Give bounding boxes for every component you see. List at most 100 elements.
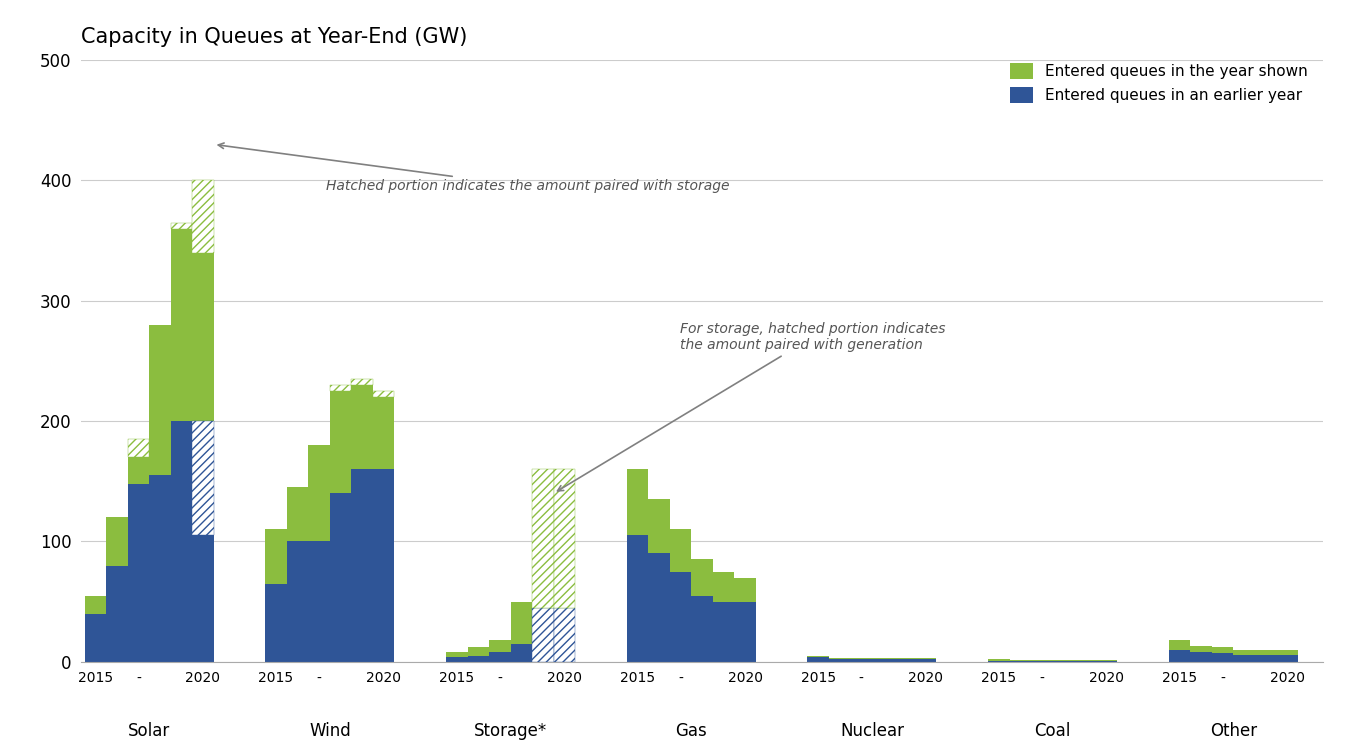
Bar bbox=[308, 445, 329, 541]
Bar bbox=[713, 572, 734, 602]
Bar bbox=[1234, 650, 1256, 654]
Bar bbox=[648, 553, 670, 662]
Bar bbox=[915, 658, 937, 660]
Bar bbox=[1276, 654, 1297, 662]
Bar bbox=[192, 180, 213, 253]
Bar bbox=[829, 658, 850, 660]
Bar bbox=[713, 602, 734, 662]
Bar bbox=[510, 644, 532, 662]
Bar bbox=[170, 223, 192, 229]
Text: Wind: Wind bbox=[309, 722, 351, 740]
Text: Solar: Solar bbox=[128, 722, 170, 740]
Bar bbox=[554, 608, 575, 662]
Bar bbox=[554, 469, 575, 608]
Legend: Entered queues in the year shown, Entered queues in an earlier year: Entered queues in the year shown, Entere… bbox=[1002, 56, 1315, 111]
Bar bbox=[894, 660, 915, 662]
Bar bbox=[128, 484, 148, 662]
Bar bbox=[329, 385, 351, 391]
Bar bbox=[1234, 654, 1256, 662]
Bar bbox=[734, 578, 756, 602]
Bar bbox=[894, 658, 915, 660]
Bar bbox=[626, 535, 648, 662]
Bar bbox=[510, 602, 532, 644]
Bar bbox=[1276, 650, 1297, 654]
Bar bbox=[554, 469, 575, 608]
Bar bbox=[489, 652, 510, 662]
Bar bbox=[329, 385, 351, 493]
Bar bbox=[807, 656, 829, 657]
Bar bbox=[286, 541, 308, 662]
Bar bbox=[170, 421, 192, 662]
Bar bbox=[1031, 660, 1053, 662]
Text: Gas: Gas bbox=[675, 722, 707, 740]
Bar bbox=[1256, 654, 1276, 662]
Bar bbox=[872, 660, 894, 662]
Bar bbox=[532, 469, 553, 608]
Bar bbox=[829, 660, 850, 662]
Bar bbox=[850, 660, 872, 662]
Bar bbox=[128, 439, 148, 484]
Bar bbox=[170, 223, 192, 421]
Bar bbox=[1212, 653, 1234, 662]
Bar bbox=[351, 379, 373, 385]
Bar bbox=[734, 602, 756, 662]
Bar bbox=[467, 647, 489, 656]
Bar bbox=[691, 596, 713, 662]
Bar bbox=[192, 180, 213, 421]
Bar bbox=[807, 657, 829, 662]
Bar bbox=[1212, 647, 1234, 653]
Bar bbox=[351, 469, 373, 662]
Bar bbox=[1053, 660, 1075, 662]
Bar bbox=[532, 469, 553, 608]
Bar bbox=[915, 660, 937, 662]
Bar bbox=[85, 614, 107, 662]
Text: Nuclear: Nuclear bbox=[840, 722, 905, 740]
Bar bbox=[554, 608, 575, 662]
Bar bbox=[1075, 660, 1096, 662]
Bar bbox=[1010, 660, 1031, 662]
Bar bbox=[1169, 640, 1191, 650]
Bar bbox=[1256, 650, 1276, 654]
Bar bbox=[351, 379, 373, 469]
Bar bbox=[329, 493, 351, 662]
Bar bbox=[648, 499, 670, 553]
Bar bbox=[85, 596, 107, 614]
Bar bbox=[446, 652, 467, 657]
Bar bbox=[1191, 652, 1212, 662]
Bar bbox=[850, 658, 872, 660]
Bar bbox=[266, 529, 286, 584]
Bar bbox=[373, 469, 394, 662]
Bar bbox=[373, 391, 394, 469]
Bar bbox=[489, 640, 510, 652]
Bar bbox=[691, 559, 713, 596]
Bar bbox=[670, 572, 691, 662]
Bar bbox=[128, 439, 148, 457]
Text: For storage, hatched portion indicates
the amount paired with generation: For storage, hatched portion indicates t… bbox=[558, 322, 946, 491]
Text: Hatched portion indicates the amount paired with storage: Hatched portion indicates the amount pai… bbox=[219, 143, 730, 193]
Text: Capacity in Queues at Year-End (GW): Capacity in Queues at Year-End (GW) bbox=[81, 28, 467, 47]
Text: Other: Other bbox=[1210, 722, 1257, 740]
Bar bbox=[1096, 660, 1118, 662]
Bar bbox=[1169, 650, 1191, 662]
Bar bbox=[626, 469, 648, 535]
Bar bbox=[670, 529, 691, 572]
Bar bbox=[872, 658, 894, 660]
Bar bbox=[373, 391, 394, 397]
Bar bbox=[107, 517, 128, 566]
Bar bbox=[1191, 646, 1212, 652]
Bar bbox=[467, 656, 489, 662]
Bar bbox=[286, 487, 308, 541]
Bar bbox=[148, 475, 170, 662]
Bar bbox=[308, 541, 329, 662]
Bar bbox=[192, 421, 213, 662]
Bar bbox=[192, 421, 213, 535]
Text: Coal: Coal bbox=[1034, 722, 1071, 740]
Text: Storage*: Storage* bbox=[474, 722, 547, 740]
Bar bbox=[266, 584, 286, 662]
Bar bbox=[446, 657, 467, 662]
Bar bbox=[107, 566, 128, 662]
Bar bbox=[532, 608, 553, 662]
Bar bbox=[148, 325, 170, 475]
Bar bbox=[988, 660, 1010, 662]
Bar bbox=[532, 608, 553, 662]
